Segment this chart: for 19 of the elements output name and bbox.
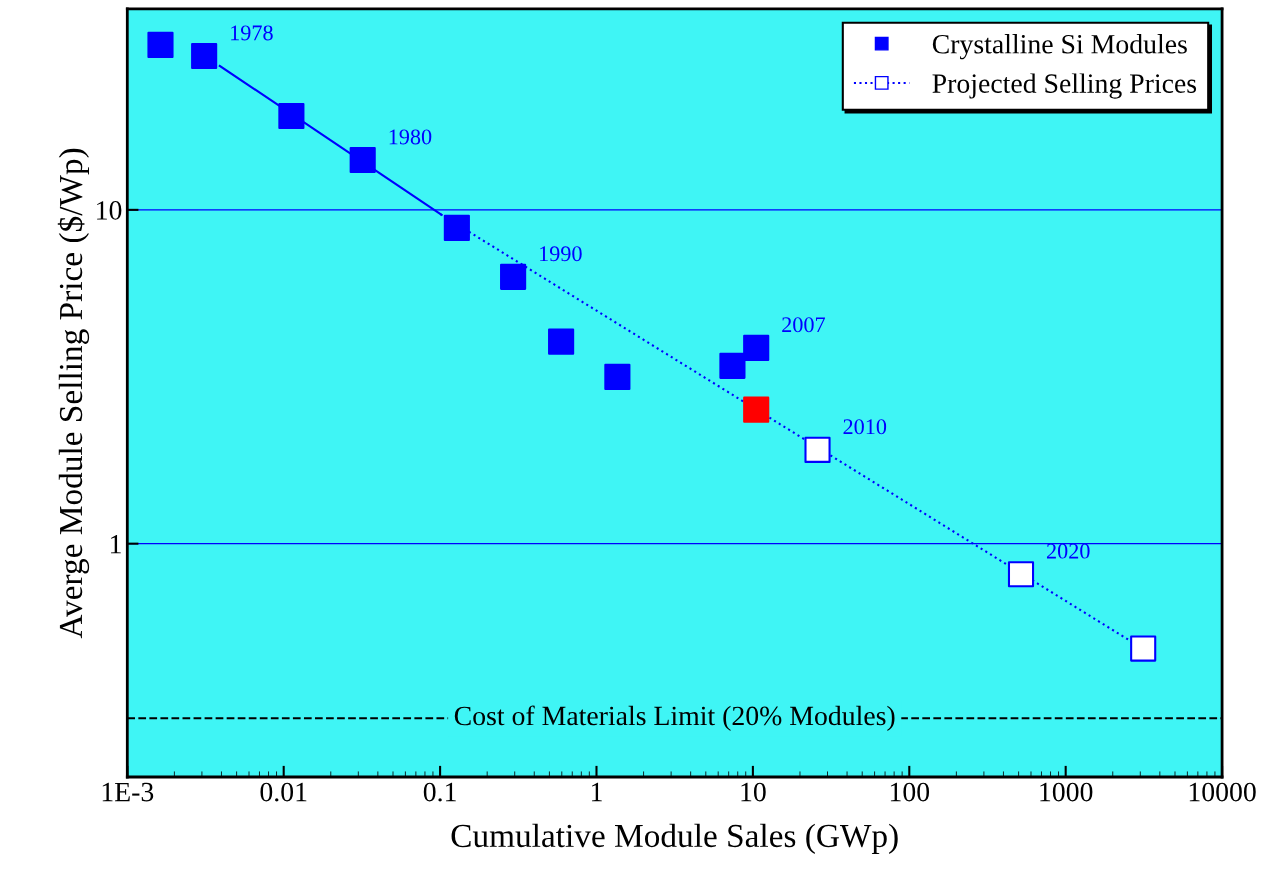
x-tick-label: 10000 <box>1189 782 1256 802</box>
annotation: 1990 <box>540 246 582 262</box>
legend-label: Crystalline Si Modules <box>932 34 1187 60</box>
x-tick-label: 100 <box>890 782 930 802</box>
x-tick-label: 10 <box>741 782 766 802</box>
annotation: 2010 <box>843 419 887 435</box>
x-tick-label: 0.1 <box>423 782 456 802</box>
x-tick-label: 0.01 <box>260 782 307 802</box>
annotation: 1980 <box>389 129 432 145</box>
annotation: 2020 <box>1046 543 1090 559</box>
annotation: 1978 <box>231 25 273 41</box>
x-tick-label: 1 <box>591 782 602 802</box>
legend-label: Projected Selling Prices <box>932 73 1197 99</box>
x-axis-title: Cumulative Module Sales (GWp) <box>451 823 898 854</box>
x-tick-label: 1000 <box>1040 782 1093 802</box>
ref-line-label: Cost of Materials Limit (20% Modules) <box>454 705 895 731</box>
annotation: 2007 <box>782 317 826 333</box>
y-axis-title: Averge Module Selling Price ($/Wp) <box>57 148 90 639</box>
x-tick-label: 1E-3 <box>102 782 154 802</box>
